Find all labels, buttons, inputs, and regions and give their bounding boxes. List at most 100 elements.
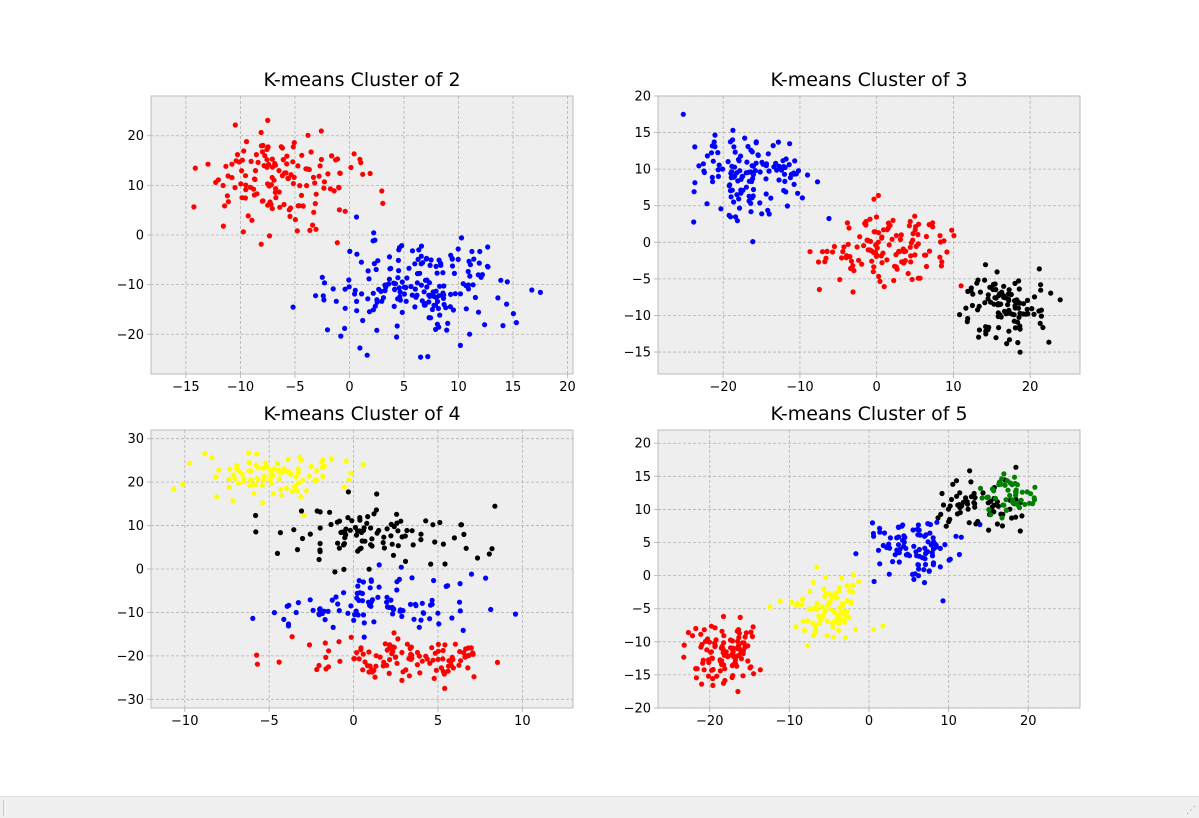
scatter-point (968, 479, 974, 485)
scatter-point (384, 594, 390, 600)
scatter-point (745, 658, 751, 664)
scatter-point (1013, 464, 1019, 470)
scatter-point (930, 220, 936, 226)
scatter-point (255, 159, 261, 165)
scatter-point (261, 477, 267, 483)
scatter-point (342, 305, 348, 311)
scatter-point (807, 588, 813, 594)
scatter-point (394, 323, 400, 329)
scatter-point (748, 664, 754, 670)
scatter-point (715, 167, 721, 173)
scatter-point (331, 188, 337, 194)
scatter-point (192, 165, 198, 171)
y-tick-label: 15 (634, 470, 651, 485)
scatter-point (427, 616, 433, 622)
scatter-point (225, 173, 231, 179)
scatter-point (393, 654, 399, 660)
scatter-point (736, 205, 743, 211)
scatter-point (891, 277, 897, 284)
scatter-point (321, 179, 327, 185)
scatter-point (705, 673, 712, 679)
scatter-point (875, 192, 882, 199)
scatter-point (740, 187, 746, 193)
scatter-point (409, 652, 415, 658)
scatter-point (291, 527, 297, 533)
scatter-point (781, 171, 788, 177)
scatter-point (720, 166, 726, 172)
scatter-point (426, 299, 432, 305)
scatter-point (376, 562, 382, 568)
y-tick-label: 20 (634, 90, 651, 105)
scatter-point (972, 501, 978, 507)
scatter-point (706, 639, 713, 645)
scatter-point (1057, 297, 1063, 303)
scatter-point (314, 666, 320, 673)
scatter-point (740, 673, 746, 679)
scatter-point (750, 624, 756, 630)
scatter-point (330, 286, 336, 292)
scatter-point (414, 280, 420, 286)
scatter-point (404, 527, 410, 534)
scatter-point (877, 529, 883, 535)
scatter-point (910, 571, 916, 578)
scatter-point (853, 551, 859, 557)
scatter-point (279, 145, 285, 151)
scatter-point (341, 542, 347, 548)
scatter-point (391, 630, 397, 636)
scatter-point (474, 555, 481, 561)
series-points (681, 613, 763, 695)
scatter-point (406, 673, 412, 679)
scatter-point (896, 550, 902, 556)
x-tick-label: 15 (505, 380, 522, 395)
scatter-point (953, 533, 959, 539)
scatter-point (1025, 311, 1031, 317)
scatter-point (1017, 323, 1023, 329)
scatter-point (916, 566, 922, 572)
scatter-point (830, 624, 836, 630)
scatter-point (735, 627, 742, 633)
scatter-point (329, 597, 335, 603)
scatter-point (982, 277, 988, 283)
resize-grip-icon[interactable]: ⋰ (1186, 805, 1196, 816)
scatter-point (967, 468, 973, 474)
scatter-point (319, 459, 325, 465)
scatter-point (791, 181, 797, 187)
scatter-point (276, 189, 282, 195)
scatter-point (986, 507, 992, 513)
scatter-point (824, 602, 831, 608)
scatter-point (388, 533, 394, 539)
scatter-point (264, 464, 270, 470)
scatter-point (388, 521, 394, 528)
scatter-point (942, 542, 948, 548)
scatter-point (247, 184, 253, 190)
scatter-point (440, 656, 446, 662)
scatter-point (436, 257, 442, 263)
scatter-point (748, 147, 754, 153)
scatter-point (324, 327, 331, 333)
scatter-point (871, 229, 877, 235)
scatter-point (906, 553, 913, 559)
scatter-point (351, 151, 357, 157)
scatter-point (947, 556, 953, 562)
scatter-point (334, 519, 340, 525)
scatter-point (870, 269, 876, 275)
scatter-point (298, 192, 305, 198)
scatter-point (284, 153, 290, 159)
scatter-point (846, 588, 852, 594)
scatter-point (269, 164, 276, 170)
y-tick-label: −10 (117, 278, 144, 293)
scatter-point (488, 606, 494, 613)
scatter-point (513, 320, 520, 326)
scatter-point (275, 461, 281, 467)
series-points (290, 214, 544, 360)
scatter-point (295, 163, 301, 169)
scatter-point (442, 642, 448, 648)
scatter-point (294, 228, 300, 234)
scatter-point (425, 354, 431, 360)
scatter-point (436, 293, 442, 299)
scatter-point (871, 264, 877, 270)
scatter-point (750, 239, 756, 245)
scatter-point (414, 662, 420, 668)
scatter-point (872, 249, 879, 255)
scatter-point (768, 195, 774, 201)
